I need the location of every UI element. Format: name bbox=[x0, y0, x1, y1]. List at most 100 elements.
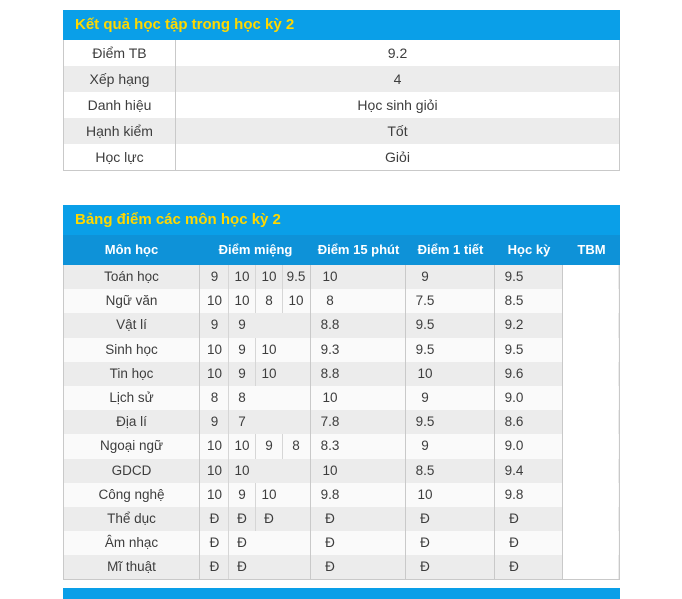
score-oral-cell: 10 10 bbox=[200, 458, 311, 483]
score-1period-value: 9 bbox=[421, 269, 429, 284]
score-semester-value: 9.0 bbox=[504, 389, 524, 405]
score-tbm-cell bbox=[563, 482, 618, 507]
score-tbm-cell bbox=[563, 385, 618, 411]
score-1period-cell: 9 bbox=[406, 434, 495, 459]
score-subject: GDCD bbox=[64, 458, 200, 483]
score-subject: Lịch sử bbox=[64, 385, 200, 411]
score-15min-value: 8 bbox=[326, 293, 334, 309]
score-15min-cell: 7.8 bbox=[311, 410, 406, 435]
score-oral-value: 10 bbox=[255, 265, 282, 290]
summary-row-value: 4 bbox=[393, 71, 402, 87]
score-oral-value: Đ bbox=[209, 510, 220, 526]
score-subject: Công nghệ bbox=[64, 482, 200, 507]
score-semester-value: 9.5 bbox=[504, 269, 524, 284]
score-semester-value: 8.5 bbox=[504, 293, 524, 309]
score-oral-cell: 10 10 9 8 bbox=[200, 434, 311, 459]
score-semester-value: Đ bbox=[509, 510, 519, 526]
summary-row-label: Xếp hạng bbox=[64, 66, 176, 92]
score-oral-value: 10 bbox=[206, 341, 223, 357]
score-subject: Mĩ thuật bbox=[64, 555, 200, 580]
score-row: Toán học 9 10 10 9.5 10 9 9.5 bbox=[64, 265, 619, 290]
score-subject: Vật lí bbox=[64, 313, 200, 338]
score-subject: Tin học bbox=[64, 361, 200, 386]
score-1period-value: 9.5 bbox=[415, 317, 435, 333]
score-1period-value: 8.5 bbox=[415, 462, 435, 478]
score-subject: Toán học bbox=[64, 265, 200, 290]
score-oral-cell: 10 9 10 bbox=[200, 337, 311, 362]
score-1period-value: 10 bbox=[417, 365, 433, 381]
score-15min-cell: 8 bbox=[311, 289, 406, 314]
score-semester-value: 9.4 bbox=[504, 462, 524, 478]
score-1period-cell: Đ bbox=[406, 531, 495, 556]
score-tbm-cell bbox=[563, 555, 618, 580]
score-tbm-cell bbox=[563, 531, 618, 556]
score-oral-value: 9 bbox=[255, 434, 282, 459]
score-subject: Âm nhạc bbox=[64, 531, 200, 556]
score-oral-value: 9 bbox=[210, 269, 219, 284]
score-1period-cell: 10 bbox=[406, 482, 495, 507]
score-row: Âm nhạc Đ Đ Đ Đ Đ bbox=[64, 531, 619, 556]
score-1period-value: 9.5 bbox=[415, 414, 435, 430]
score-1period-value: Đ bbox=[420, 559, 430, 575]
score-tbm-cell bbox=[563, 265, 618, 290]
score-oral-value: 9 bbox=[228, 313, 255, 338]
score-semester-cell: 9.5 bbox=[495, 265, 563, 290]
score-semester-cell: 9.4 bbox=[495, 458, 563, 483]
score-1period-value: 10 bbox=[417, 486, 433, 502]
score-oral-value: 10 bbox=[228, 458, 255, 483]
score-oral-value: 7 bbox=[228, 410, 255, 435]
score-1period-cell: 8.5 bbox=[406, 458, 495, 483]
score-oral-value: 10 bbox=[206, 293, 223, 309]
score-tbm-cell bbox=[563, 313, 618, 338]
score-1period-cell: Đ bbox=[406, 506, 495, 532]
score-semester-cell: Đ bbox=[495, 555, 563, 580]
score-oral-cell: 10 9 10 bbox=[200, 361, 311, 386]
summary-table-body: Điểm TB 9.2 Xếp hạng 4 Danh hiệu Học sinh giỏ… bbox=[63, 40, 620, 171]
score-1period-cell: 9.5 bbox=[406, 410, 495, 435]
score-15min-value: 10 bbox=[322, 462, 338, 478]
score-oral-value: 8 bbox=[282, 434, 309, 459]
score-tbm-cell bbox=[563, 458, 618, 483]
score-1period-value: 9 bbox=[421, 438, 429, 454]
score-semester-value: 9.0 bbox=[504, 438, 524, 454]
score-oral-value: 9 bbox=[210, 414, 219, 430]
column-header-tbm: TBM bbox=[577, 242, 606, 257]
score-15min-value: Đ bbox=[325, 535, 335, 551]
score-15min-cell: 9.3 bbox=[311, 337, 406, 362]
score-oral-cell: 10 9 10 bbox=[200, 482, 311, 507]
score-15min-value: Đ bbox=[325, 559, 335, 575]
scores-table-body: Toán học 9 10 10 9.5 10 9 9.5 Ngữ văn 10 10 8 10 8 7.5… bbox=[63, 265, 620, 581]
score-15min-value: 8.3 bbox=[320, 438, 340, 454]
score-row: Ngữ văn 10 10 8 10 8 7.5 8.5 bbox=[64, 289, 619, 314]
scores-table-header-row: Môn học Điểm miệng Điểm 15 phút Điểm 1 t… bbox=[63, 235, 620, 265]
score-oral-value: 10 bbox=[228, 265, 255, 290]
score-1period-value: 7.5 bbox=[415, 293, 435, 309]
score-semester-value: Đ bbox=[509, 559, 519, 575]
summary-row: Danh hiệu Học sinh giỏi bbox=[64, 92, 619, 118]
score-tbm-cell bbox=[563, 434, 618, 459]
score-oral-value: Đ bbox=[228, 555, 255, 580]
score-row: Công nghệ 10 9 10 9.8 10 9.8 bbox=[64, 482, 619, 507]
score-15min-cell: Đ bbox=[311, 506, 406, 532]
score-semester-cell: 8.5 bbox=[495, 289, 563, 314]
scores-table-title: Bảng điểm các môn học kỳ 2 bbox=[63, 205, 620, 235]
score-row: Tin học 10 9 10 8.8 10 9.6 bbox=[64, 361, 619, 386]
score-1period-value: 9.5 bbox=[415, 341, 435, 357]
score-oral-value: 10 bbox=[255, 361, 282, 386]
summary-row-label: Hạnh kiểm bbox=[64, 118, 176, 144]
score-oral-value: 10 bbox=[228, 289, 255, 314]
score-semester-cell: 9.0 bbox=[495, 434, 563, 459]
score-semester-value: 8.6 bbox=[504, 414, 524, 430]
score-1period-cell: 9 bbox=[406, 385, 495, 411]
score-semester-cell: 9.2 bbox=[495, 313, 563, 338]
score-15min-value: Đ bbox=[325, 510, 335, 526]
score-oral-value: 9 bbox=[228, 337, 255, 362]
score-tbm-cell bbox=[563, 506, 618, 532]
score-1period-cell: 9 bbox=[406, 265, 495, 290]
score-oral-value: 9 bbox=[228, 361, 255, 386]
score-15min-value: 9.3 bbox=[320, 341, 340, 357]
score-row: Mĩ thuật Đ Đ Đ Đ Đ bbox=[64, 555, 619, 580]
